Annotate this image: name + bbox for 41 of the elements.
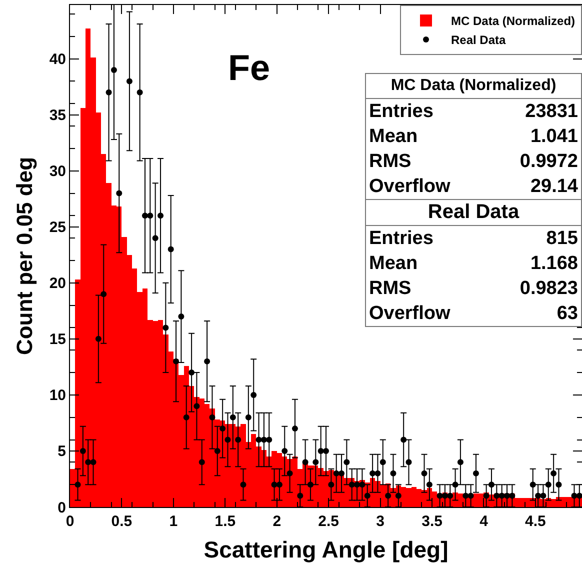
- y-axis-title: Count per 0.05 deg: [12, 156, 38, 356]
- x-tick-label: 4: [480, 513, 489, 530]
- x-tick-label: 1: [169, 513, 178, 530]
- x-tick-label: 3.5: [422, 513, 442, 530]
- annotation: 815: [546, 227, 578, 251]
- y-tick-label: 30: [49, 163, 66, 180]
- annotation: RMS: [369, 150, 412, 174]
- annotation: Real Data: [366, 199, 581, 226]
- x-tick-label: 3: [376, 513, 384, 530]
- annotation: 1.168: [530, 252, 578, 276]
- annotation: RMS: [369, 277, 412, 301]
- annotation: Entries: [369, 100, 434, 124]
- annotation: 23831: [525, 100, 578, 124]
- annotation: 29.14: [530, 175, 578, 199]
- annotation: 0.9823: [520, 277, 578, 301]
- y-tick-label: 10: [49, 387, 66, 404]
- annotation: Entries: [369, 227, 434, 251]
- x-tick-label: 2: [272, 513, 282, 530]
- x-tick-label: 4.5: [525, 513, 546, 530]
- annotation: Mean: [369, 252, 418, 276]
- y-tick-label: 25: [49, 219, 66, 236]
- legend-label: Real Data: [451, 33, 506, 48]
- annotation: Mean: [369, 125, 418, 149]
- annotation: 0.9972: [520, 150, 578, 174]
- y-tick-label: 0: [58, 499, 66, 516]
- y-tick-label: 5: [58, 443, 66, 460]
- annotation: Fe: [228, 47, 270, 88]
- y-tick-label: 40: [49, 51, 66, 68]
- annotation: Overflow: [369, 175, 450, 199]
- y-tick-label: 35: [49, 107, 66, 124]
- annotation: MC Data (Normalized): [366, 74, 581, 99]
- annotation: 63: [556, 302, 578, 326]
- x-tick-label: 2.5: [318, 513, 340, 530]
- x-tick-label: 0.5: [111, 513, 132, 530]
- annotation: Overflow: [369, 302, 450, 326]
- x-tick-label: 1.5: [214, 513, 236, 530]
- legend-label: MC Data (Normalized): [451, 14, 576, 28]
- annotation: 1.041: [530, 125, 578, 149]
- x-axis-title: Scattering Angle [deg]: [204, 536, 448, 563]
- y-tick-label: 20: [49, 275, 66, 292]
- y-tick-label: 15: [49, 331, 66, 348]
